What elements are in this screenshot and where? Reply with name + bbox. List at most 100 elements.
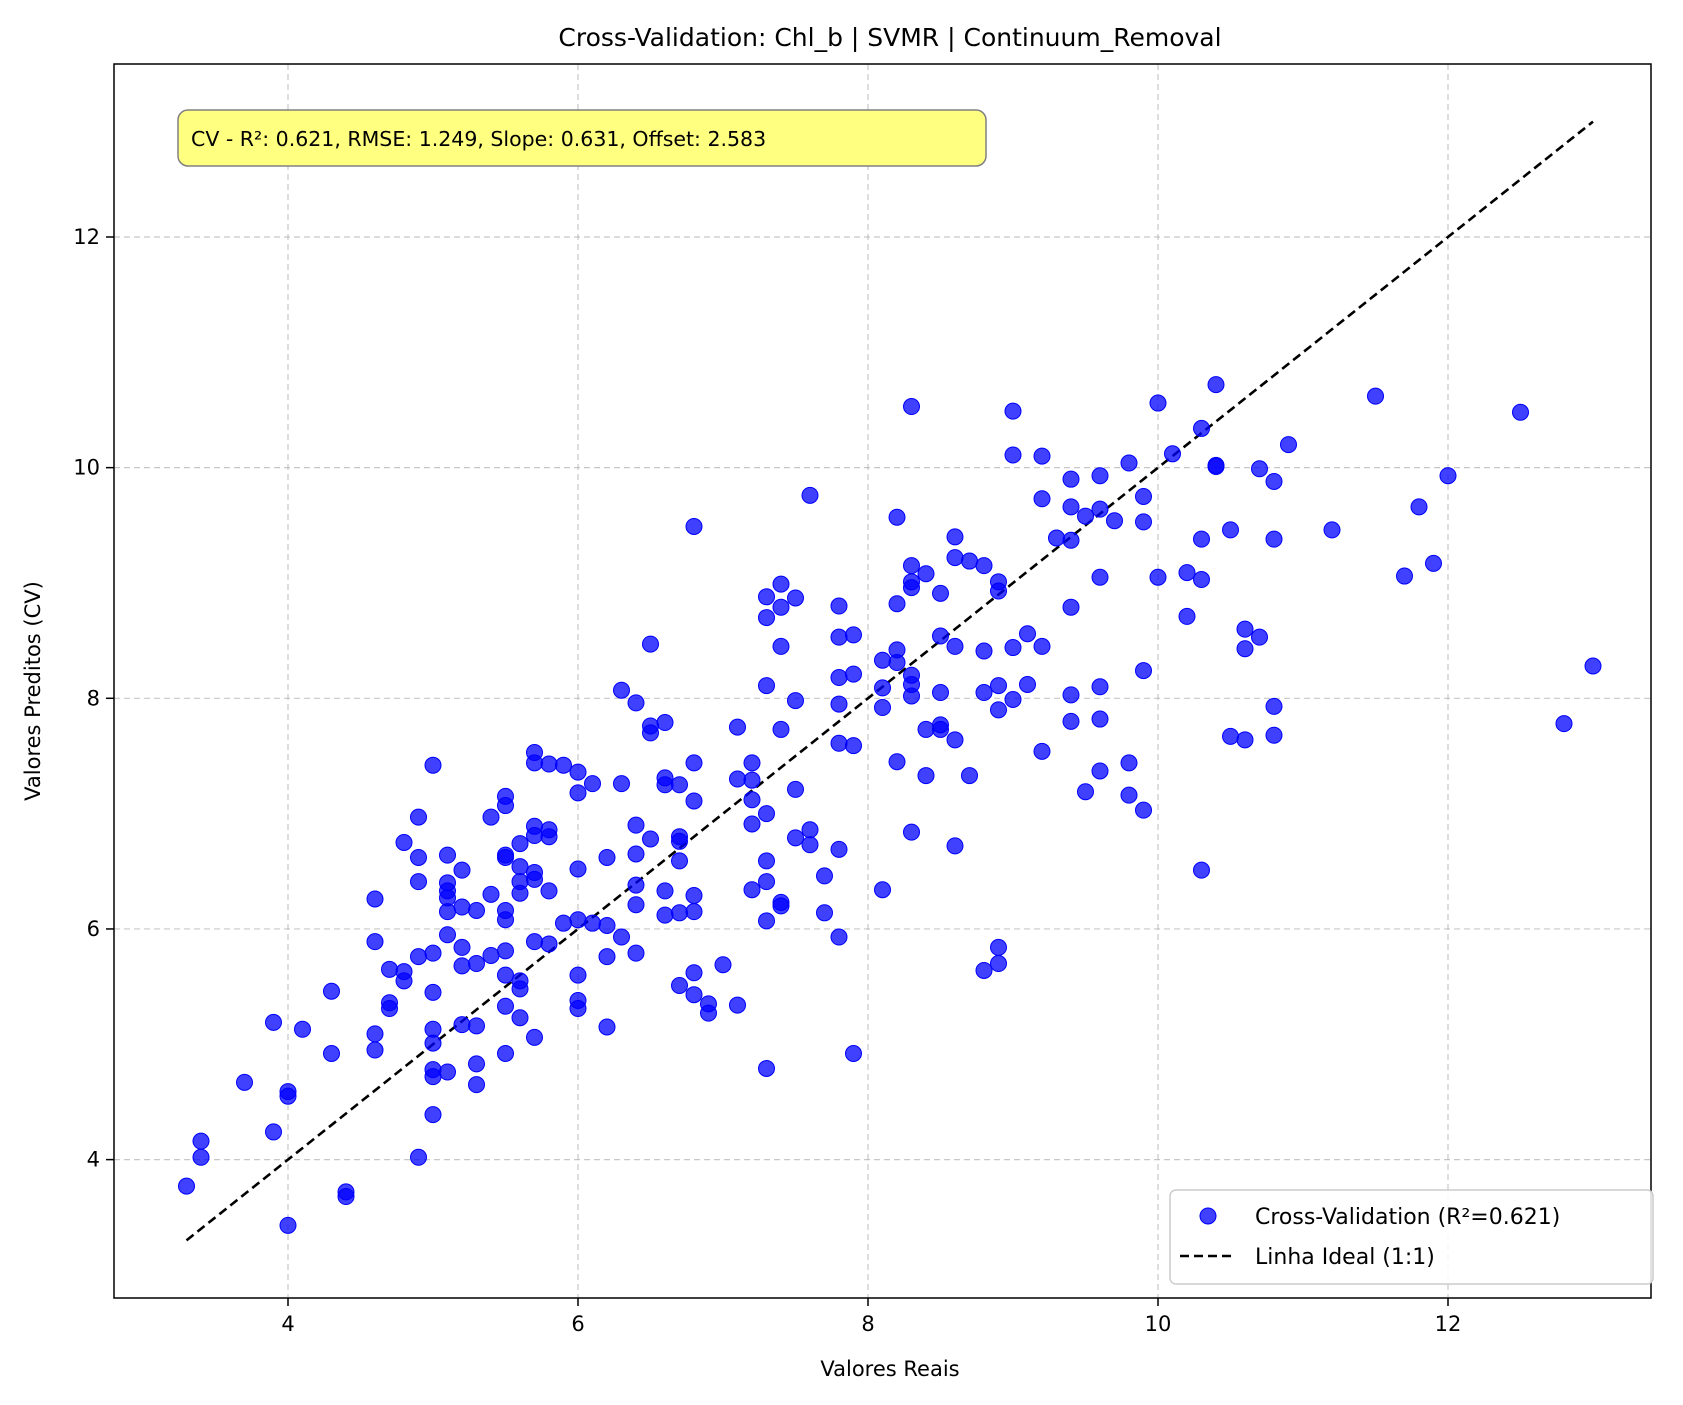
data-point (424, 1106, 442, 1124)
x-tick-label: 8 (861, 1312, 874, 1336)
data-point (410, 1148, 427, 1166)
data-point (1004, 690, 1022, 708)
data-point (1207, 376, 1225, 394)
data-point (424, 1034, 442, 1052)
data-point (729, 718, 746, 736)
data-point (453, 1016, 471, 1034)
data-point (1091, 500, 1109, 518)
data-point (526, 1028, 543, 1046)
data-point (990, 677, 1007, 695)
data-point (1396, 567, 1413, 585)
data-point (482, 885, 500, 903)
data-point (337, 1188, 355, 1206)
data-point (990, 955, 1007, 973)
y-tick-label: 6 (87, 917, 100, 941)
data-point (758, 912, 775, 930)
data-point (685, 986, 703, 1004)
data-point (772, 897, 790, 915)
data-point (888, 595, 906, 613)
data-point (1265, 530, 1283, 548)
axis-ticks: 4 6 8 10 12 4 6 8 10 12 (73, 225, 1461, 1336)
data-point (598, 948, 616, 966)
data-point (1091, 467, 1109, 485)
data-point (685, 903, 703, 921)
data-point (903, 579, 920, 597)
data-point (845, 737, 862, 755)
data-point (946, 549, 964, 567)
data-point (526, 827, 543, 845)
data-point (772, 637, 790, 655)
data-point (772, 575, 790, 593)
data-point (1236, 731, 1254, 749)
data-point (743, 754, 761, 772)
data-point (627, 896, 645, 914)
data-point (656, 882, 674, 900)
data-point (1439, 467, 1457, 485)
data-point (468, 1055, 485, 1073)
data-point (787, 589, 804, 607)
data-point (555, 756, 572, 774)
data-point (714, 956, 732, 974)
data-point (1077, 507, 1094, 525)
data-point (497, 911, 514, 929)
data-point (1323, 521, 1341, 539)
data-point (946, 637, 964, 655)
data-point (627, 694, 645, 712)
data-point (1265, 472, 1283, 490)
data-point (192, 1148, 210, 1166)
data-point (526, 933, 543, 951)
data-point (1091, 710, 1109, 728)
data-point (1135, 487, 1152, 505)
data-point (1135, 801, 1152, 819)
data-point (453, 898, 471, 916)
data-point (627, 876, 645, 894)
data-point (1033, 447, 1051, 465)
data-point (1091, 762, 1109, 780)
data-point (845, 1045, 862, 1063)
data-point (801, 486, 819, 504)
data-point (729, 770, 746, 788)
x-tick-label: 6 (571, 1312, 584, 1336)
data-point (453, 957, 471, 975)
data-point (279, 1083, 297, 1101)
data-point (410, 848, 427, 866)
data-point (323, 982, 340, 1000)
data-point (656, 906, 674, 924)
data-point (975, 557, 993, 575)
data-point (1062, 470, 1080, 488)
data-point (685, 887, 703, 905)
data-point (874, 699, 891, 717)
data-point (1004, 446, 1022, 464)
data-point (990, 701, 1007, 719)
data-point (830, 695, 848, 713)
data-point (323, 1045, 340, 1063)
data-point (888, 753, 906, 771)
data-point (642, 724, 659, 742)
data-point (236, 1073, 253, 1091)
data-point (772, 720, 790, 738)
data-point (366, 933, 384, 951)
x-tick-label: 12 (1435, 1312, 1462, 1336)
data-point (540, 755, 558, 773)
data-point (511, 1009, 529, 1027)
data-point (540, 882, 558, 900)
grid (114, 64, 1651, 1298)
data-point (613, 775, 630, 793)
data-point (1019, 675, 1036, 693)
data-point (1048, 529, 1065, 547)
data-point (424, 1068, 442, 1086)
data-point (366, 1041, 384, 1059)
x-tick-label: 4 (281, 1312, 294, 1336)
data-point (917, 720, 935, 738)
data-point (439, 846, 456, 864)
data-point (410, 948, 427, 966)
stats-annotation-box (177, 109, 987, 167)
data-point (1251, 628, 1268, 646)
data-point (975, 961, 993, 979)
y-axis-label: Valores Preditos (CV) (21, 581, 45, 801)
data-point (787, 780, 804, 798)
data-point (627, 944, 645, 962)
data-point (468, 902, 485, 920)
data-point (526, 870, 543, 888)
